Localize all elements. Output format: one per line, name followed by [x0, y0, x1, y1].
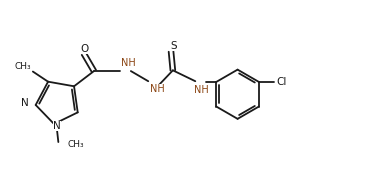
Text: N: N — [53, 121, 61, 131]
Text: NH: NH — [194, 85, 209, 95]
Text: CH₃: CH₃ — [14, 62, 31, 71]
Text: NH: NH — [121, 58, 136, 68]
Text: Cl: Cl — [276, 77, 287, 87]
Text: S: S — [170, 41, 177, 51]
Text: NH: NH — [150, 84, 165, 94]
Text: N: N — [21, 98, 29, 108]
Text: O: O — [81, 44, 89, 54]
Text: CH₃: CH₃ — [67, 140, 84, 149]
